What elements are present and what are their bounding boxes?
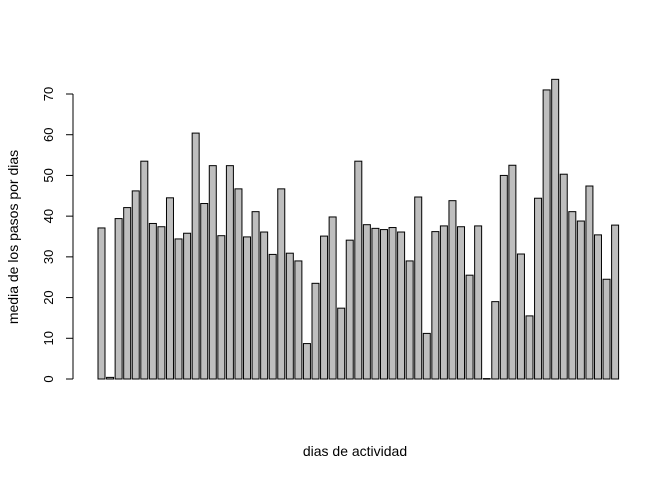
bar [114,218,123,380]
y-tick-label: 60 [41,127,56,141]
bar [576,220,585,380]
bar [474,225,483,380]
bar [174,238,183,380]
y-tick-label: 70 [41,87,56,101]
bar [568,211,577,380]
bar [260,231,269,380]
bar [388,227,397,380]
bar [294,260,303,380]
bar [208,165,217,380]
bar [337,307,346,380]
bar [508,164,517,380]
y-axis-title: media de los pasos por dias [5,150,21,324]
bar [405,260,414,380]
bar [465,274,474,380]
bar [431,231,440,380]
bar [551,78,560,380]
bar [217,235,226,380]
bar [422,332,431,380]
bar [362,224,371,380]
bar [602,278,611,380]
bar [585,185,594,380]
y-tick-label: 10 [41,331,56,345]
bar [243,236,252,380]
bar [354,160,363,380]
bar [200,203,209,380]
bar [491,301,500,380]
bar [268,253,277,380]
bar [345,239,354,380]
bar [157,226,166,380]
bar [448,200,457,380]
bar [414,196,423,380]
bar [379,229,388,380]
bar [439,225,448,380]
bar [320,235,329,380]
bar [328,216,337,380]
bar [123,207,132,380]
bar [131,190,140,380]
bar [525,315,534,380]
y-tick-label: 50 [41,168,56,182]
bar [302,343,311,380]
bar [516,253,525,380]
y-tick-label: 30 [41,250,56,264]
y-axis: 0 10 20 30 40 50 60 70 [41,87,74,383]
bar [611,224,620,380]
bar [191,132,200,380]
bar [234,188,243,380]
bar [285,252,294,380]
bar [593,234,602,380]
bar [97,227,106,380]
bar [225,165,234,380]
bar [140,160,149,380]
bar [482,378,491,380]
bar [165,197,174,380]
bar [277,188,286,380]
bar [183,232,192,380]
bar [371,227,380,380]
bar [311,282,320,380]
bar [397,231,406,380]
bar [542,89,551,380]
bar [457,226,466,380]
y-tick-label: 40 [41,209,56,223]
bar [534,197,543,380]
x-axis-title: dias de actividad [303,443,407,459]
y-tick-label: 20 [41,290,56,304]
bar [251,211,260,380]
bar [499,174,508,380]
bar [106,376,115,380]
bar [559,173,568,380]
bars-group [97,78,620,380]
y-tick-label: 0 [41,375,56,382]
bar [148,222,157,380]
